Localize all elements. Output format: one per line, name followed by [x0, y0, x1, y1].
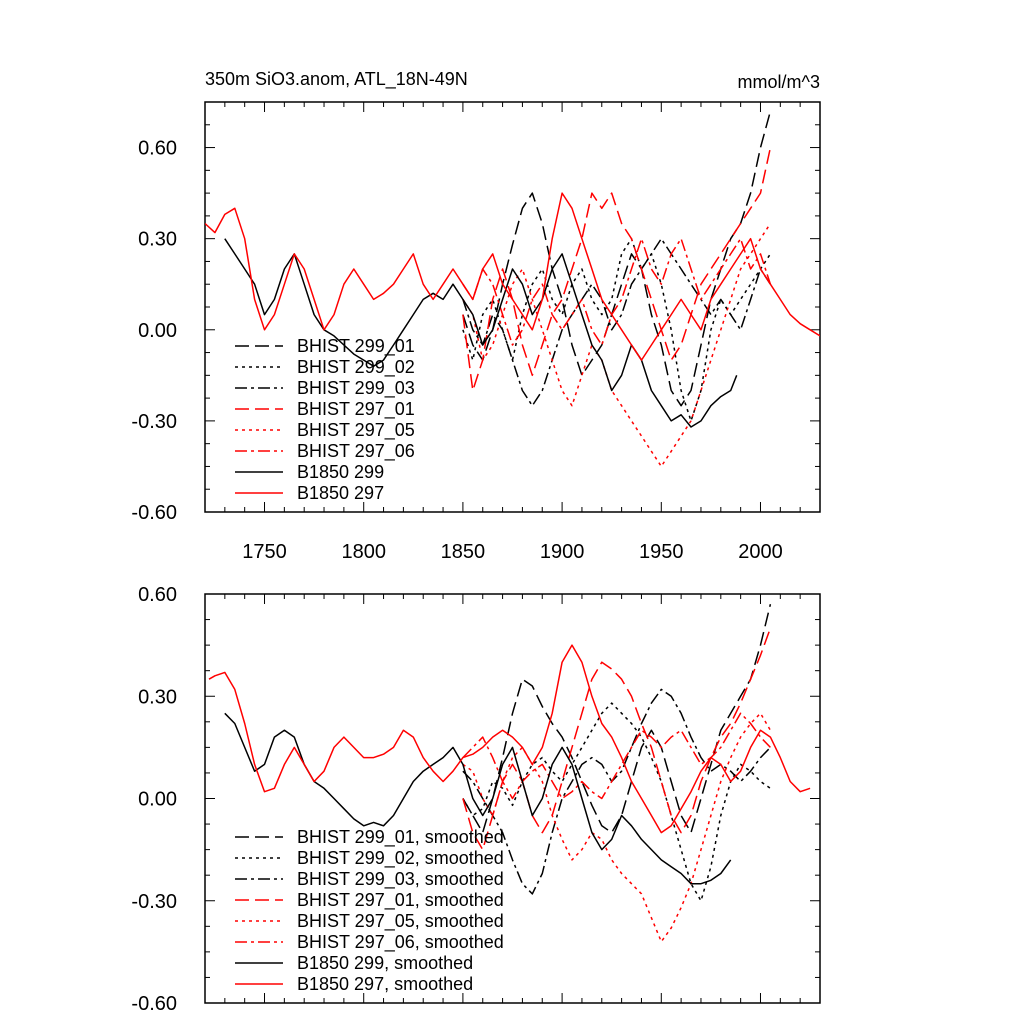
legend-label: B1850 297, smoothed: [297, 974, 473, 994]
legend-label: B1850 299: [297, 462, 384, 482]
series-group: [208, 604, 811, 943]
top-panel: 1750 1800 1850 1900 1950 2000 0.60 0.30 0.00 -0.3…: [131, 101, 821, 563]
legend-label: BHIST 297_06, smoothed: [297, 932, 504, 953]
legend-label: BHIST 297_01, smoothed: [297, 890, 504, 911]
legend-label: BHIST 299_02, smoothed: [297, 848, 504, 869]
chart-units: mmol/m^3: [738, 72, 820, 92]
legend-label: BHIST 297_05: [297, 420, 415, 441]
series-line-5: [462, 712, 772, 943]
series-line-3: [462, 688, 771, 895]
series-line-5: [462, 223, 772, 468]
x-tick-label: 1950: [639, 541, 684, 563]
legend-label: BHIST 299_03, smoothed: [297, 869, 504, 890]
series-line-8: [205, 192, 820, 361]
y-tick-label: -0.60: [131, 502, 177, 524]
y-tick-label: 0.30: [138, 686, 177, 708]
legend-label: BHIST 297_06: [297, 441, 415, 462]
series-line-1: [462, 110, 772, 407]
y-tick-label: 0.30: [138, 229, 177, 251]
legend-label: BHIST 299_01, smoothed: [297, 827, 504, 848]
y-tick-label: -0.60: [131, 993, 177, 1015]
legend-label: BHIST 297_05, smoothed: [297, 911, 504, 932]
legend-label: B1850 299, smoothed: [297, 953, 473, 973]
series-line-2: [462, 702, 771, 902]
series-line-4: [462, 147, 772, 392]
legend-label: BHIST 299_03: [297, 378, 415, 399]
x-tick-label: 1800: [341, 541, 386, 563]
series-line-6: [462, 712, 771, 800]
y-tick-label: 0.60: [138, 584, 177, 606]
series-line-2: [462, 237, 772, 422]
x-tick-label: 2000: [738, 541, 783, 563]
series-line-4: [462, 627, 772, 851]
y-tick-label: 0.00: [138, 789, 177, 811]
x-tick-label: 1750: [242, 541, 287, 563]
x-tick-label: 1900: [540, 541, 585, 563]
series-line-1: [462, 604, 772, 834]
series-line-6: [462, 237, 772, 346]
chart-title: 350m SiO3.anom, ATL_18N-49N: [205, 69, 468, 90]
y-tick-label: 0.00: [138, 320, 177, 342]
legend-label: BHIST 299_01: [297, 336, 415, 357]
series-group: [205, 110, 820, 468]
y-tick-label: 0.60: [138, 138, 177, 160]
y-tick-label: -0.30: [131, 891, 177, 913]
legend-label: B1850 297: [297, 483, 384, 503]
legend-label: BHIST 297_01: [297, 399, 415, 420]
bottom-panel: 0.60 0.30 0.00 -0.30 -0.60 BHIST 299_01, smoo…: [131, 584, 821, 1015]
x-tick-label: 1850: [441, 541, 486, 563]
y-tick-label: -0.30: [131, 411, 177, 433]
series-line-7: [224, 238, 738, 428]
legend-label: BHIST 299_02: [297, 357, 415, 378]
series-line-8: [208, 644, 811, 834]
